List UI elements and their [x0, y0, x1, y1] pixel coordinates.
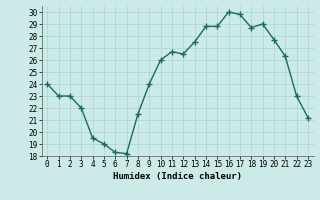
X-axis label: Humidex (Indice chaleur): Humidex (Indice chaleur) — [113, 172, 242, 181]
